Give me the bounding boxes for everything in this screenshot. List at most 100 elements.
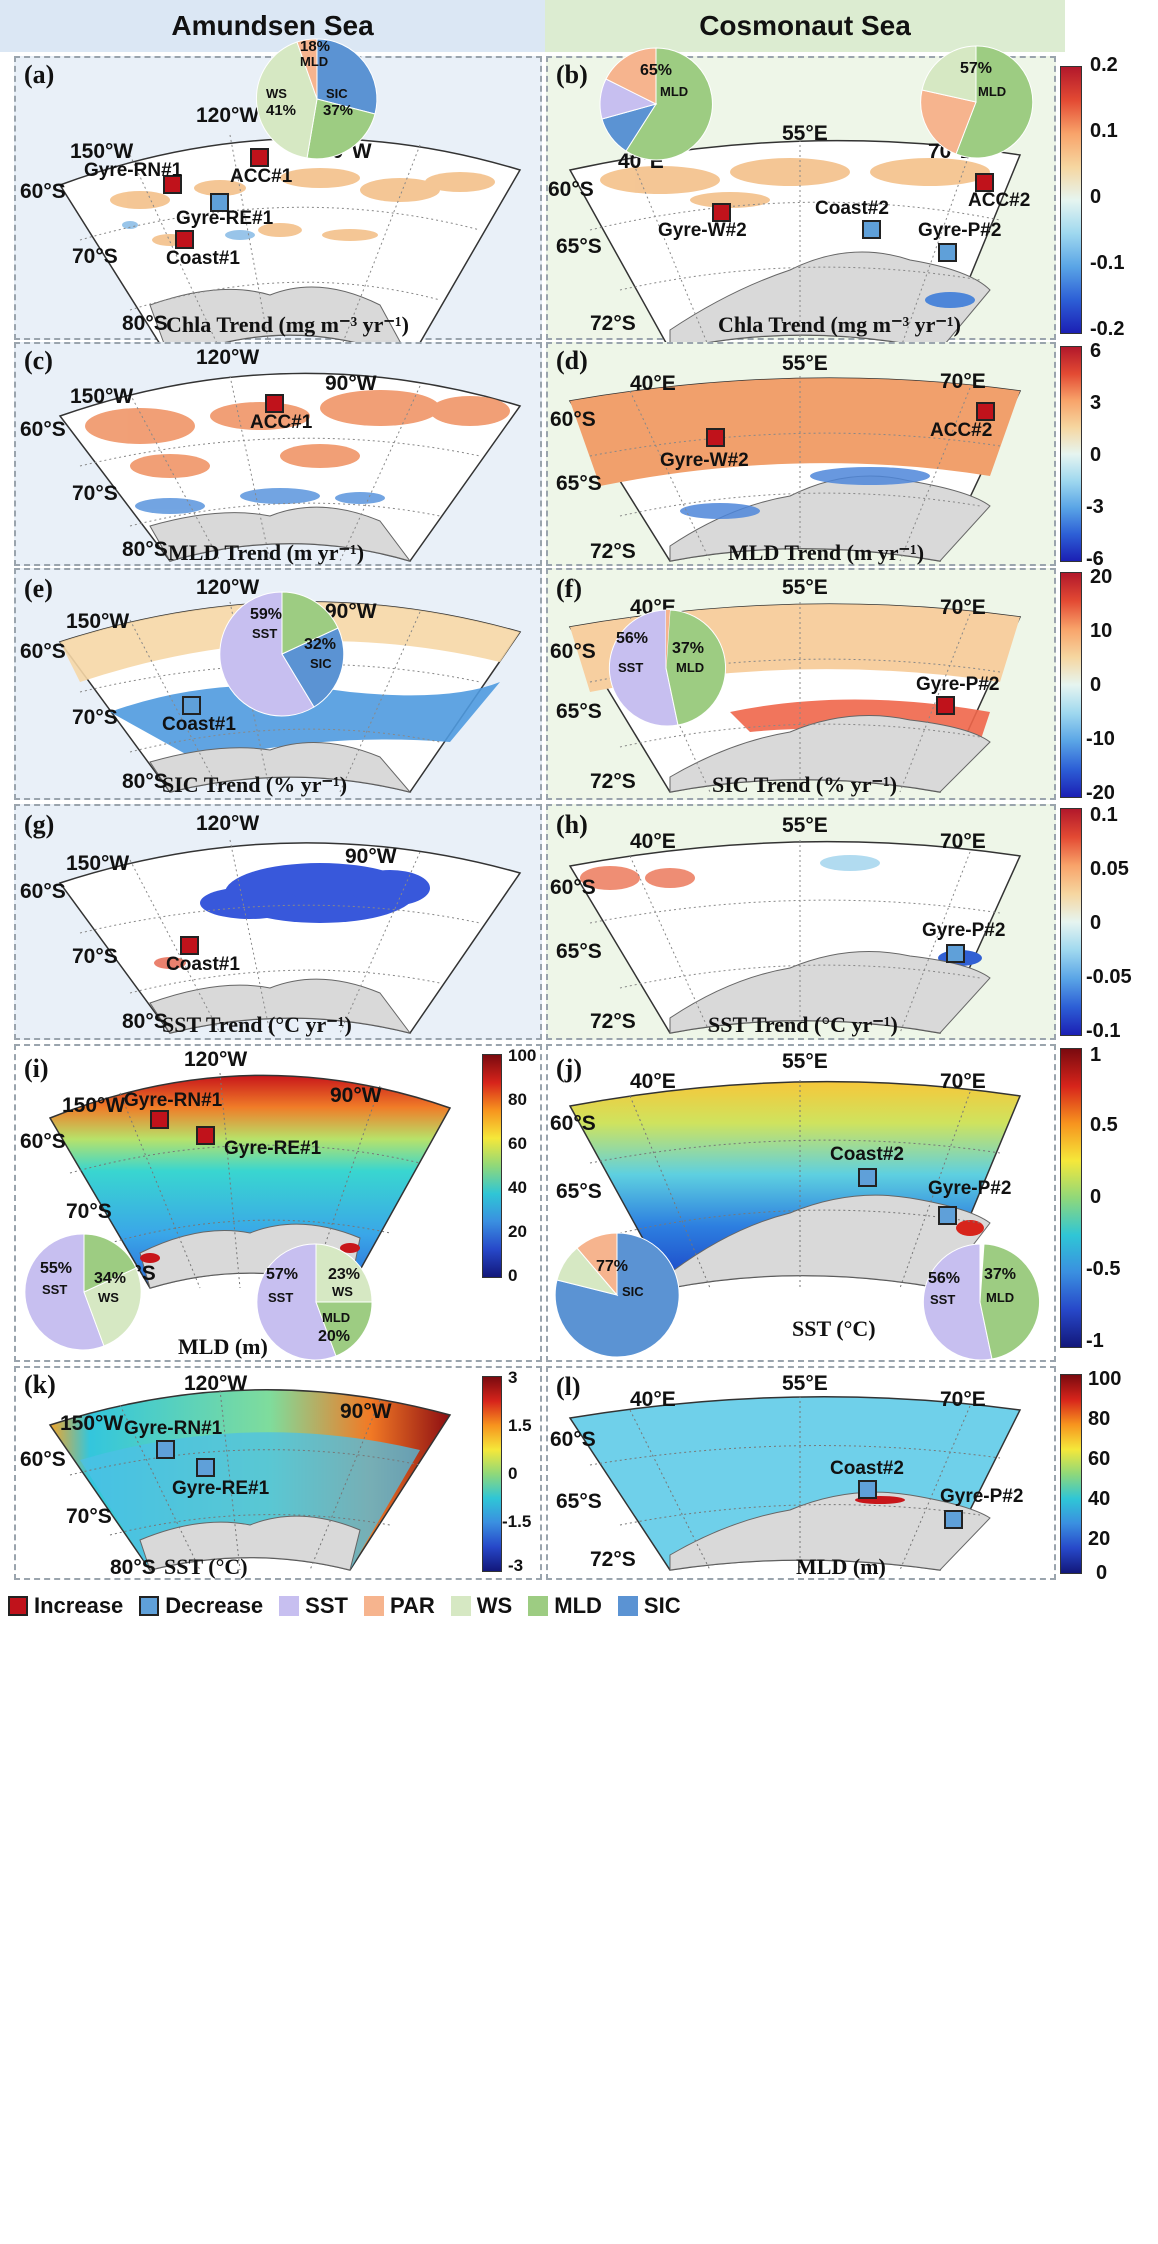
site-marker-increase bbox=[150, 1110, 169, 1129]
lat-tick: 60°S bbox=[550, 1428, 596, 1451]
site-label: Gyre-P#2 bbox=[918, 220, 1002, 241]
legend-swatch bbox=[139, 1596, 160, 1616]
site-marker-increase bbox=[936, 696, 955, 715]
pie-label: WS bbox=[332, 1284, 353, 1299]
site-label: Coast#1 bbox=[166, 954, 240, 975]
panel-k-caption: SST (°C) bbox=[164, 1554, 248, 1579]
lon-tick: 150°W bbox=[62, 1094, 126, 1117]
site-label: ACC#2 bbox=[968, 190, 1031, 211]
panel-f-caption: SIC Trend (% yr⁻¹) bbox=[712, 772, 898, 797]
site-marker-decrease bbox=[858, 1168, 877, 1187]
lat-tick: 70°S bbox=[72, 245, 118, 268]
pie-label: MLD bbox=[978, 84, 1007, 99]
panel-j-label: (j) bbox=[556, 1054, 582, 1083]
lon-tick: 150°W bbox=[66, 852, 130, 875]
site-label: Gyre-RN#1 bbox=[124, 1418, 223, 1439]
site-marker-decrease bbox=[946, 944, 965, 963]
lat-tick: 60°S bbox=[550, 408, 596, 431]
lon-tick: 40°E bbox=[630, 1070, 676, 1093]
pie-label: 18% bbox=[300, 38, 331, 55]
pie-b-2 bbox=[920, 45, 1034, 159]
lon-tick: 70°E bbox=[940, 1070, 986, 1093]
lon-tick: 90°W bbox=[330, 1084, 382, 1107]
panel-c-caption: MLD Trend (m yr⁻¹) bbox=[168, 540, 365, 565]
site-marker-increase bbox=[265, 394, 284, 413]
site-label: Gyre-P#2 bbox=[922, 920, 1006, 941]
figure-legend: Increase Decrease SST PAR WS MLD SIC bbox=[0, 1586, 1158, 1626]
panel-g-label: (g) bbox=[24, 810, 55, 839]
legend-sic: SIC bbox=[617, 1593, 681, 1619]
lat-tick: 60°S bbox=[20, 880, 66, 903]
pie-label: WS bbox=[98, 1290, 119, 1305]
colorbar-tick: 6 bbox=[1090, 340, 1102, 362]
colorbar-tick: 0 bbox=[1090, 186, 1102, 208]
site-marker-decrease bbox=[156, 1440, 175, 1459]
lon-tick: 150°W bbox=[66, 610, 130, 633]
lat-tick: 65°S bbox=[556, 1490, 602, 1513]
pie-label: WS bbox=[266, 86, 287, 101]
lon-tick: 40°E bbox=[630, 372, 676, 395]
lat-tick: 65°S bbox=[556, 235, 602, 258]
site-marker-increase bbox=[712, 203, 731, 222]
lat-tick: 80°S bbox=[122, 538, 168, 561]
panel-f-label: (f) bbox=[556, 574, 582, 603]
colorbar-tick: 40 bbox=[508, 1178, 527, 1197]
legend-swatch bbox=[450, 1596, 471, 1616]
panel-h-label: (h) bbox=[556, 810, 588, 839]
site-label: ACC#1 bbox=[230, 166, 293, 187]
site-label: Coast#1 bbox=[162, 714, 236, 735]
legend-swatch bbox=[8, 1596, 28, 1616]
colorbar-tick: 0 bbox=[508, 1464, 518, 1483]
site-marker-decrease bbox=[862, 220, 881, 239]
site-label: Coast#2 bbox=[830, 1144, 904, 1165]
pie-label: 23% bbox=[328, 1266, 361, 1283]
site-label: Gyre-P#2 bbox=[916, 674, 1000, 695]
site-marker-decrease bbox=[210, 193, 229, 212]
site-marker-decrease bbox=[182, 696, 201, 715]
site-label: Gyre-W#2 bbox=[660, 450, 749, 471]
site-label: Gyre-RN#1 bbox=[124, 1090, 223, 1111]
panel-l-label: (l) bbox=[556, 1372, 581, 1401]
cosmonaut-header: Cosmonaut Sea bbox=[545, 0, 1065, 52]
pie-label: SST bbox=[930, 1292, 956, 1307]
colorbar-tick: 80 bbox=[508, 1090, 527, 1109]
panel-c-label: (c) bbox=[24, 346, 53, 375]
lon-tick: 90°W bbox=[325, 600, 377, 623]
pie-e bbox=[219, 591, 345, 717]
pie-label: 20% bbox=[318, 1328, 351, 1345]
pie-b-1 bbox=[599, 47, 713, 161]
pie-label: 37% bbox=[323, 102, 354, 119]
map-b bbox=[568, 139, 1022, 351]
lat-tick: 80°S bbox=[110, 1556, 156, 1579]
colorbar-tick: -1 bbox=[1086, 1330, 1104, 1352]
colorbar-tick: -3 bbox=[1086, 496, 1104, 518]
colorbar-tick: -10 bbox=[1086, 728, 1115, 750]
lat-tick: 60°S bbox=[20, 180, 66, 203]
legend-mld: MLD bbox=[528, 1593, 602, 1619]
lat-tick: 60°S bbox=[20, 640, 66, 663]
pie-i-2 bbox=[256, 1243, 373, 1361]
lat-tick: 80°S bbox=[122, 312, 168, 335]
legend-swatch bbox=[363, 1596, 384, 1616]
colorbar-tick: -6 bbox=[1086, 548, 1104, 570]
site-marker-increase bbox=[163, 175, 182, 194]
colorbar-tick: 20 bbox=[1088, 1528, 1111, 1550]
site-marker-increase bbox=[975, 173, 994, 192]
pie-label: 55% bbox=[40, 1260, 73, 1277]
site-marker-increase bbox=[250, 148, 269, 167]
site-label: Gyre-P#2 bbox=[940, 1486, 1024, 1507]
lon-tick: 55°E bbox=[782, 814, 828, 837]
colorbar-tick: 1.5 bbox=[508, 1416, 532, 1435]
lat-tick: 60°S bbox=[20, 418, 66, 441]
colorbar-tick: 0 bbox=[1096, 1562, 1108, 1584]
colorbar-tick: -1.5 bbox=[502, 1512, 532, 1531]
panel-k-label: (k) bbox=[24, 1370, 56, 1399]
pie-i-1 bbox=[24, 1233, 142, 1351]
pie-label: 56% bbox=[928, 1270, 961, 1287]
lon-tick: 120°W bbox=[196, 346, 260, 369]
colorbar-tick: 0 bbox=[1090, 912, 1102, 934]
panel-b-label: (b) bbox=[556, 60, 588, 89]
lon-tick: 70°E bbox=[940, 830, 986, 853]
site-label: Gyre-RN#1 bbox=[84, 160, 183, 181]
panel-i-caption: MLD (m) bbox=[178, 1334, 268, 1359]
